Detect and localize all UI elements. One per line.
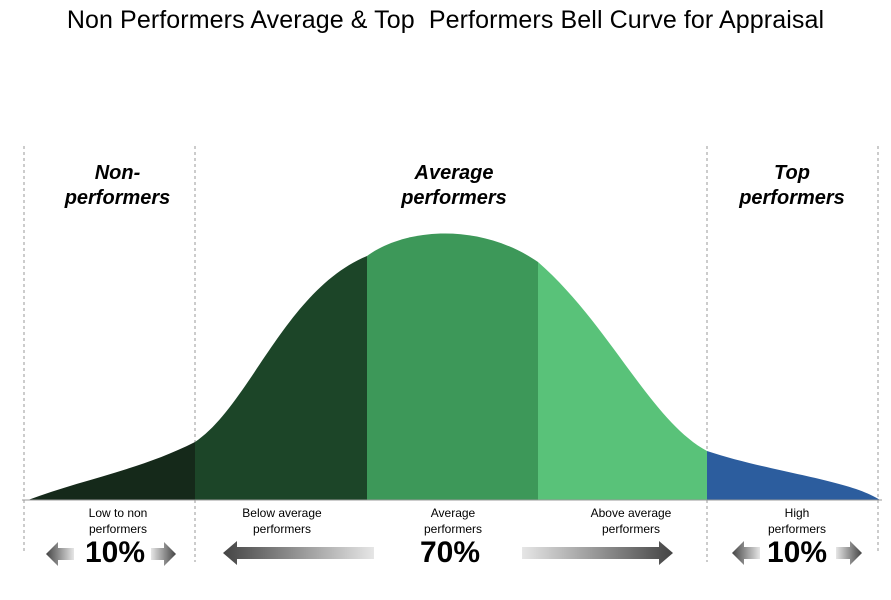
- label-low-to-non: Low to non performers: [48, 505, 188, 537]
- label-line: Average: [430, 506, 476, 520]
- category-line: performers: [64, 187, 171, 209]
- category-top-performers: Top performers: [712, 161, 872, 211]
- label-high: High performers: [727, 505, 867, 537]
- category-line: performers: [401, 187, 507, 209]
- segment-below-average: [195, 256, 367, 500]
- label-below-average: Below average performers: [212, 505, 352, 537]
- category-line: performers: [739, 187, 845, 209]
- label-above-average: Above average performers: [561, 505, 701, 537]
- arrow-right-icon: [836, 541, 862, 565]
- category-non-performers: Non- performers: [40, 161, 195, 211]
- page-title: Non Performers Average & Top Performers …: [66, 6, 825, 34]
- arrow-right-long-icon: [522, 541, 673, 565]
- label-line: Low to non: [88, 506, 148, 520]
- label-line: Below average: [242, 506, 322, 520]
- category-line: Average: [414, 162, 494, 184]
- arrow-left-icon: [46, 542, 74, 566]
- segment-low-to-non: [28, 442, 195, 500]
- category-line: Top: [774, 162, 810, 184]
- segment-high: [707, 451, 880, 500]
- arrow-right-icon: [151, 542, 176, 566]
- label-average: Average performers: [383, 505, 523, 537]
- label-line: performers: [88, 522, 147, 536]
- arrow-left-icon: [732, 541, 760, 565]
- label-line: High: [784, 506, 810, 520]
- label-line: performers: [423, 522, 482, 536]
- arrow-left-long-icon: [223, 541, 374, 565]
- percent-average-performers: 70%: [419, 536, 481, 569]
- label-line: performers: [601, 522, 660, 536]
- segment-above-average: [538, 262, 707, 500]
- label-line: performers: [252, 522, 311, 536]
- category-average-performers: Average performers: [374, 161, 534, 211]
- label-line: performers: [767, 522, 826, 536]
- category-line: Non-: [94, 162, 141, 184]
- percent-non-performers: 10%: [84, 536, 146, 569]
- percent-top-performers: 10%: [766, 536, 828, 569]
- label-line: Above average: [590, 506, 672, 520]
- segment-average: [367, 233, 538, 500]
